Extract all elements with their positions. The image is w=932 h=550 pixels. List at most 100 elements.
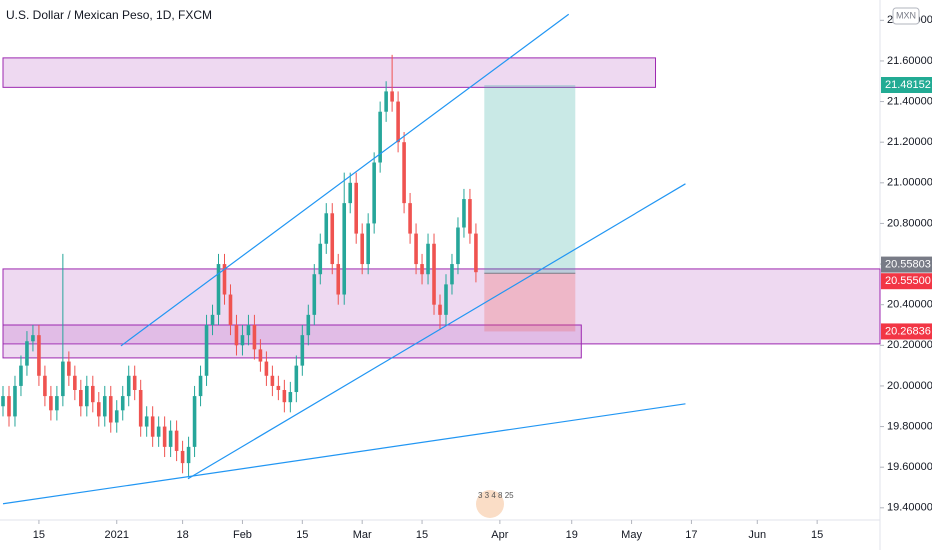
candle-body: [348, 182, 353, 204]
price-label-box: [881, 273, 932, 290]
candle-body: [49, 396, 53, 411]
y-tick-label: 21.00000: [887, 177, 932, 189]
price-label: 20.55500: [885, 275, 931, 287]
candle-body: [408, 203, 412, 234]
candle-body: [7, 396, 11, 417]
candle-body: [276, 385, 281, 390]
candle-body: [354, 182, 358, 234]
candle-body: [306, 314, 311, 336]
candle-body: [96, 402, 101, 417]
candle-body: [67, 361, 71, 376]
candle-body: [450, 264, 454, 285]
x-tick-label: May: [621, 529, 642, 541]
candle-body: [288, 392, 293, 403]
candle-body: [108, 396, 113, 423]
candle-body: [402, 142, 406, 204]
x-tick-label: 19: [566, 529, 578, 541]
candle-body: [114, 410, 119, 423]
candle-body: [258, 349, 263, 362]
candle-body: [132, 375, 137, 390]
candle-body: [180, 450, 185, 464]
candle-body: [85, 385, 89, 407]
watermark: 3 3 4 8 25: [478, 491, 514, 500]
candle-body: [228, 294, 233, 325]
candle-body: [432, 243, 436, 305]
candle-body: [55, 396, 59, 411]
candle-body: [120, 396, 125, 411]
price-label: 20.26836: [885, 325, 931, 337]
y-tick-label: 21.60000: [887, 55, 932, 67]
zone: [2, 324, 582, 359]
candle-body: [330, 213, 335, 265]
candle-body: [438, 304, 442, 315]
candle-body: [336, 264, 341, 295]
candle-body: [174, 430, 179, 451]
candle-body: [360, 233, 364, 265]
candle-body: [156, 426, 161, 437]
x-tick-label: 2021: [104, 529, 128, 541]
candle-body: [37, 335, 41, 376]
candle-body: [414, 233, 418, 265]
currency-label: MXN: [896, 10, 916, 20]
target-zone: [484, 85, 576, 274]
y-tick-label: 21.20000: [887, 136, 932, 148]
candle-body: [264, 361, 269, 376]
price-label-box: [881, 77, 932, 94]
candle-body: [168, 430, 173, 447]
candle-body: [366, 223, 370, 265]
candle-body: [102, 396, 107, 417]
x-tick-label: 15: [296, 529, 308, 541]
candle-body: [444, 284, 448, 315]
candle-body: [192, 396, 197, 447]
candle-body: [73, 375, 77, 390]
candle-body: [79, 390, 83, 407]
candle-body: [462, 199, 466, 228]
candle-body: [474, 233, 478, 273]
zone: [2, 57, 657, 88]
candle-body: [61, 361, 65, 397]
currency-badge: [892, 7, 920, 25]
candle-body: [282, 390, 287, 403]
logo: [476, 490, 504, 518]
y-tick-label: 20.80000: [887, 217, 932, 229]
x-tick-label: 17: [685, 529, 697, 541]
plot: [1, 13, 881, 505]
price-label-box: [881, 256, 932, 273]
x-tick-label: 15: [811, 529, 823, 541]
candle-body: [138, 390, 143, 427]
trendline: [120, 13, 570, 347]
candle-body: [372, 162, 376, 224]
candle-body: [222, 264, 227, 295]
chart-title: U.S. Dollar / Mexican Peso, 1D, FXCM: [6, 8, 212, 22]
candle-body: [126, 375, 131, 397]
candle-body: [198, 375, 203, 397]
candle-body: [294, 365, 299, 393]
candle-body: [162, 426, 167, 447]
candle-body: [31, 335, 35, 342]
candle-body: [246, 325, 251, 336]
candle-body: [420, 264, 424, 275]
x-tick-label: Apr: [491, 529, 508, 541]
candle-body: [186, 446, 191, 464]
candle-body: [144, 416, 149, 427]
candle-body: [234, 325, 239, 346]
candle-body: [384, 91, 388, 112]
candle-body: [43, 375, 47, 397]
price-label: 21.48152: [885, 79, 931, 91]
candle-body: [204, 325, 209, 376]
candle-body: [13, 385, 17, 417]
candle-body: [252, 325, 257, 350]
x-tick-label: Jun: [748, 529, 766, 541]
candle-body: [216, 264, 221, 315]
candle-body: [318, 243, 323, 275]
y-tick-label: 19.80000: [887, 420, 932, 432]
y-tick-label: 20.20000: [887, 339, 932, 351]
x-tick-label: 18: [176, 529, 188, 541]
candle-body: [342, 203, 347, 295]
x-tick-label: Feb: [233, 529, 252, 541]
y-tick-label: 21.40000: [887, 95, 932, 107]
candle-body: [468, 199, 472, 234]
